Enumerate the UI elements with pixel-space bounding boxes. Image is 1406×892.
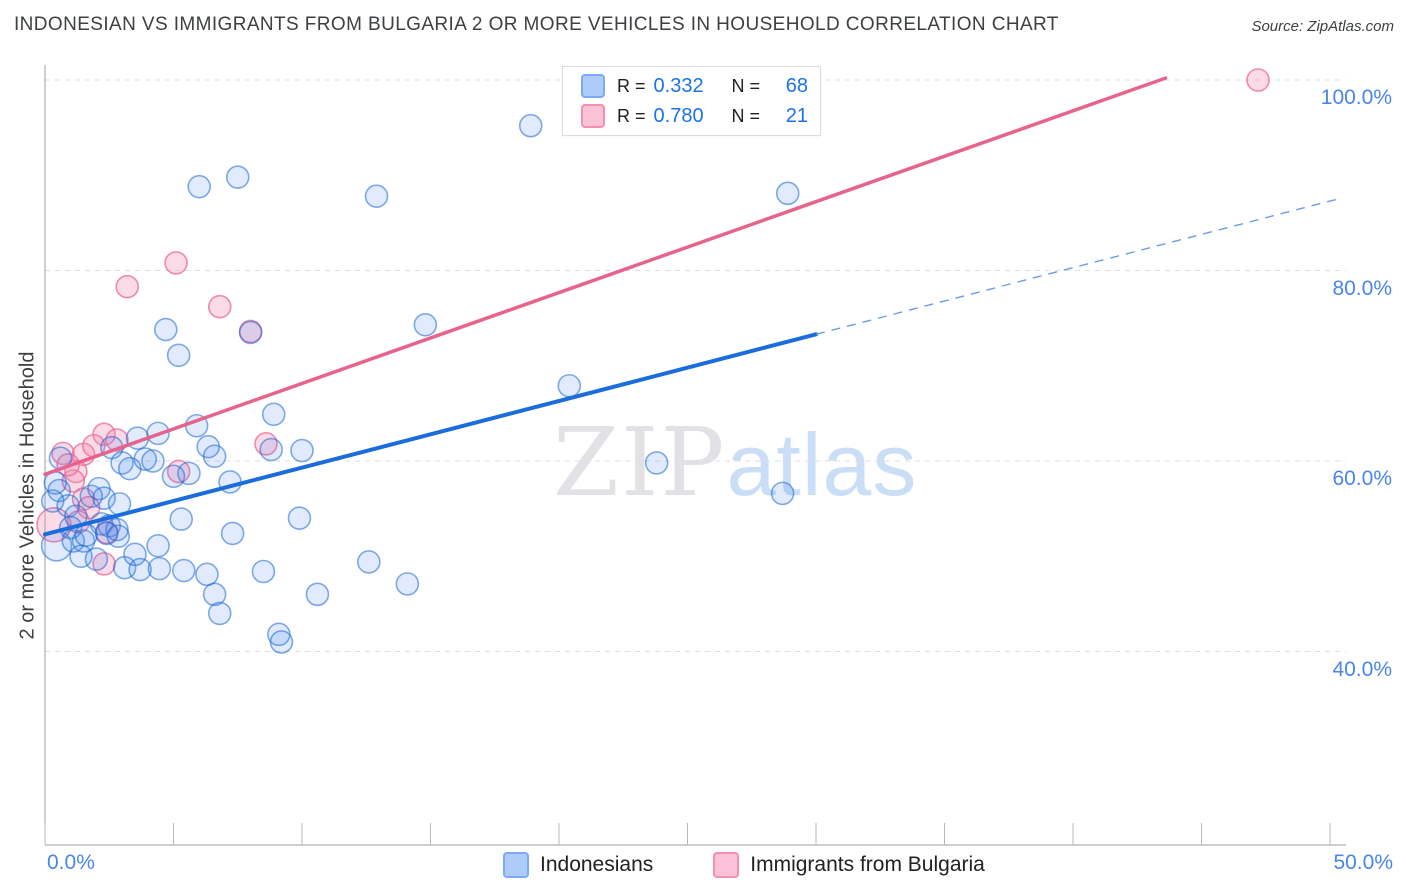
data-point [269, 630, 294, 654]
data-point [220, 521, 245, 546]
data-point [557, 373, 582, 398]
data-point [115, 274, 140, 299]
y-tick-label: 100.0% [1320, 86, 1392, 109]
data-point [84, 547, 109, 571]
data-point [40, 489, 65, 513]
y-tick-label: 80.0% [1332, 276, 1392, 300]
data-point [146, 533, 170, 558]
indonesians-label: Indonesians [540, 853, 654, 876]
data-point [195, 562, 219, 587]
data-point [364, 184, 389, 209]
data-point [187, 174, 211, 199]
data-point [141, 449, 165, 473]
page-title: INDONESIAN VS IMMIGRANTS FROM BULGARIA 2… [14, 14, 1059, 35]
n-value: 21 [785, 104, 809, 127]
data-point [1246, 68, 1270, 92]
n-label: N = [731, 75, 761, 96]
data-point [357, 550, 381, 574]
data-point [305, 582, 330, 607]
data-point [202, 582, 227, 607]
r-label: R = [617, 75, 646, 96]
data-point [518, 113, 543, 138]
r-value: 0.332 [653, 74, 704, 97]
data-point [207, 294, 232, 319]
data-point [261, 402, 286, 427]
data-point [287, 506, 312, 530]
data-point [251, 559, 276, 584]
series-legend: Indonesians Immigrants from Bulgaria [503, 852, 985, 878]
source-link[interactable]: Source: ZipAtlas.com [1251, 18, 1394, 35]
n-label: N = [731, 105, 761, 126]
data-point [147, 556, 172, 581]
data-point [259, 437, 283, 462]
data-point [202, 444, 227, 469]
n-value: 68 [785, 74, 809, 97]
data-point [133, 447, 158, 471]
data-point [207, 601, 232, 626]
bulgaria-swatch [713, 852, 740, 878]
indonesians-swatch [503, 852, 529, 878]
correlation-legend-box: R = 0.332 N = 68 R = 0.780 N = 21 [562, 66, 821, 136]
data-point [644, 451, 669, 475]
data-point [153, 317, 178, 342]
data-point [166, 343, 191, 368]
legend-row-indonesians: R = 0.332 N = 68 [563, 73, 820, 99]
data-point [225, 165, 250, 189]
pink-series-swatch [581, 104, 605, 128]
trend-line [43, 332, 818, 537]
data-point [169, 507, 194, 531]
trend-line-extrapolated [815, 198, 1338, 335]
x-axis-max-label: 50.0% [1333, 851, 1393, 874]
data-point [92, 486, 116, 510]
legend-row-bulgaria: R = 0.780 N = 21 [563, 103, 820, 129]
data-point [770, 481, 795, 506]
y-tick-label: 40.0% [1332, 657, 1392, 681]
data-point [171, 558, 196, 583]
data-point [395, 572, 420, 596]
data-point [775, 181, 800, 206]
data-point [128, 557, 152, 582]
data-point [290, 438, 314, 463]
data-point [106, 524, 131, 549]
data-point [413, 312, 438, 337]
x-axis-min-label: 0.0% [47, 851, 95, 874]
y-tick-label: 60.0% [1332, 467, 1392, 490]
data-point [123, 542, 147, 567]
data-point [164, 251, 188, 275]
r-value: 0.780 [653, 104, 704, 127]
r-label: R = [617, 105, 646, 126]
bulgaria-label: Immigrants from Bulgaria [750, 853, 985, 876]
blue-series-swatch [581, 74, 605, 98]
trend-line [43, 76, 1168, 477]
data-point [161, 464, 186, 489]
data-point [238, 320, 263, 345]
